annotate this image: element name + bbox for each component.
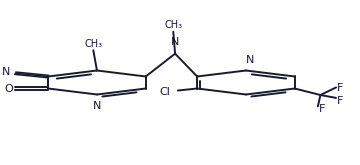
Text: F: F — [319, 104, 325, 114]
Text: N: N — [1, 67, 10, 77]
Text: N: N — [171, 37, 179, 47]
Text: O: O — [5, 83, 13, 94]
Text: CH₃: CH₃ — [164, 20, 182, 30]
Text: N: N — [246, 55, 254, 66]
Text: F: F — [337, 83, 343, 93]
Text: N: N — [93, 101, 101, 111]
Text: Cl: Cl — [159, 87, 170, 97]
Text: F: F — [337, 96, 343, 106]
Text: CH₃: CH₃ — [84, 39, 102, 49]
